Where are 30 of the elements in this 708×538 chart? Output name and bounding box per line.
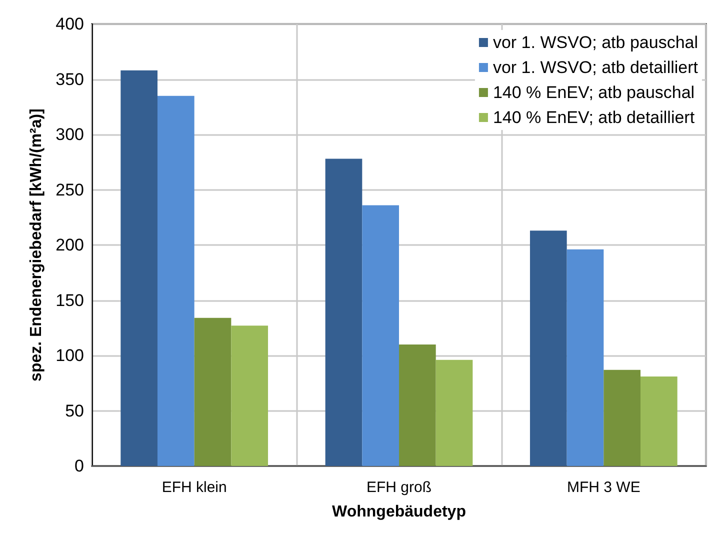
bar: [640, 376, 678, 466]
y-tick-label: 250: [56, 180, 84, 200]
y-tick-label: 300: [56, 125, 84, 144]
bar: [604, 370, 641, 466]
y-axis-title: spez. Endenergiebedarf [kWh/(m²a)]: [28, 108, 46, 382]
y-tick-label: 150: [56, 290, 84, 310]
legend-label: vor 1. WSVO; atb detailliert: [492, 58, 698, 77]
legend-label: 140 % EnEV; atb detailliert: [492, 108, 695, 127]
bar: [194, 318, 232, 466]
x-tick-label: MFH 3 WE: [566, 479, 640, 496]
y-tick-label: 350: [56, 70, 84, 89]
bar: [231, 326, 268, 466]
y-tick-label: 0: [74, 456, 84, 476]
y-tick-label: 200: [56, 236, 84, 254]
bar: [157, 96, 194, 466]
y-tick-label: 100: [56, 346, 84, 365]
legend-label: vor 1. WSVO; atb pauschal: [492, 33, 698, 52]
bar: [566, 249, 604, 466]
x-tick-label: EFH groß: [366, 479, 432, 496]
bar: [436, 360, 473, 466]
bar: [399, 344, 436, 466]
legend-label: 140 % EnEV; atb pauschal: [492, 83, 695, 102]
y-tick-label: 50: [65, 401, 84, 420]
bar: [120, 70, 158, 466]
bar: [362, 205, 399, 466]
x-tick-label: EFH klein: [162, 479, 227, 496]
bar: [325, 158, 362, 466]
x-axis-title: Wohngebäudetyp: [332, 504, 466, 520]
y-tick-label: 400: [56, 14, 84, 34]
bar: [530, 230, 567, 466]
